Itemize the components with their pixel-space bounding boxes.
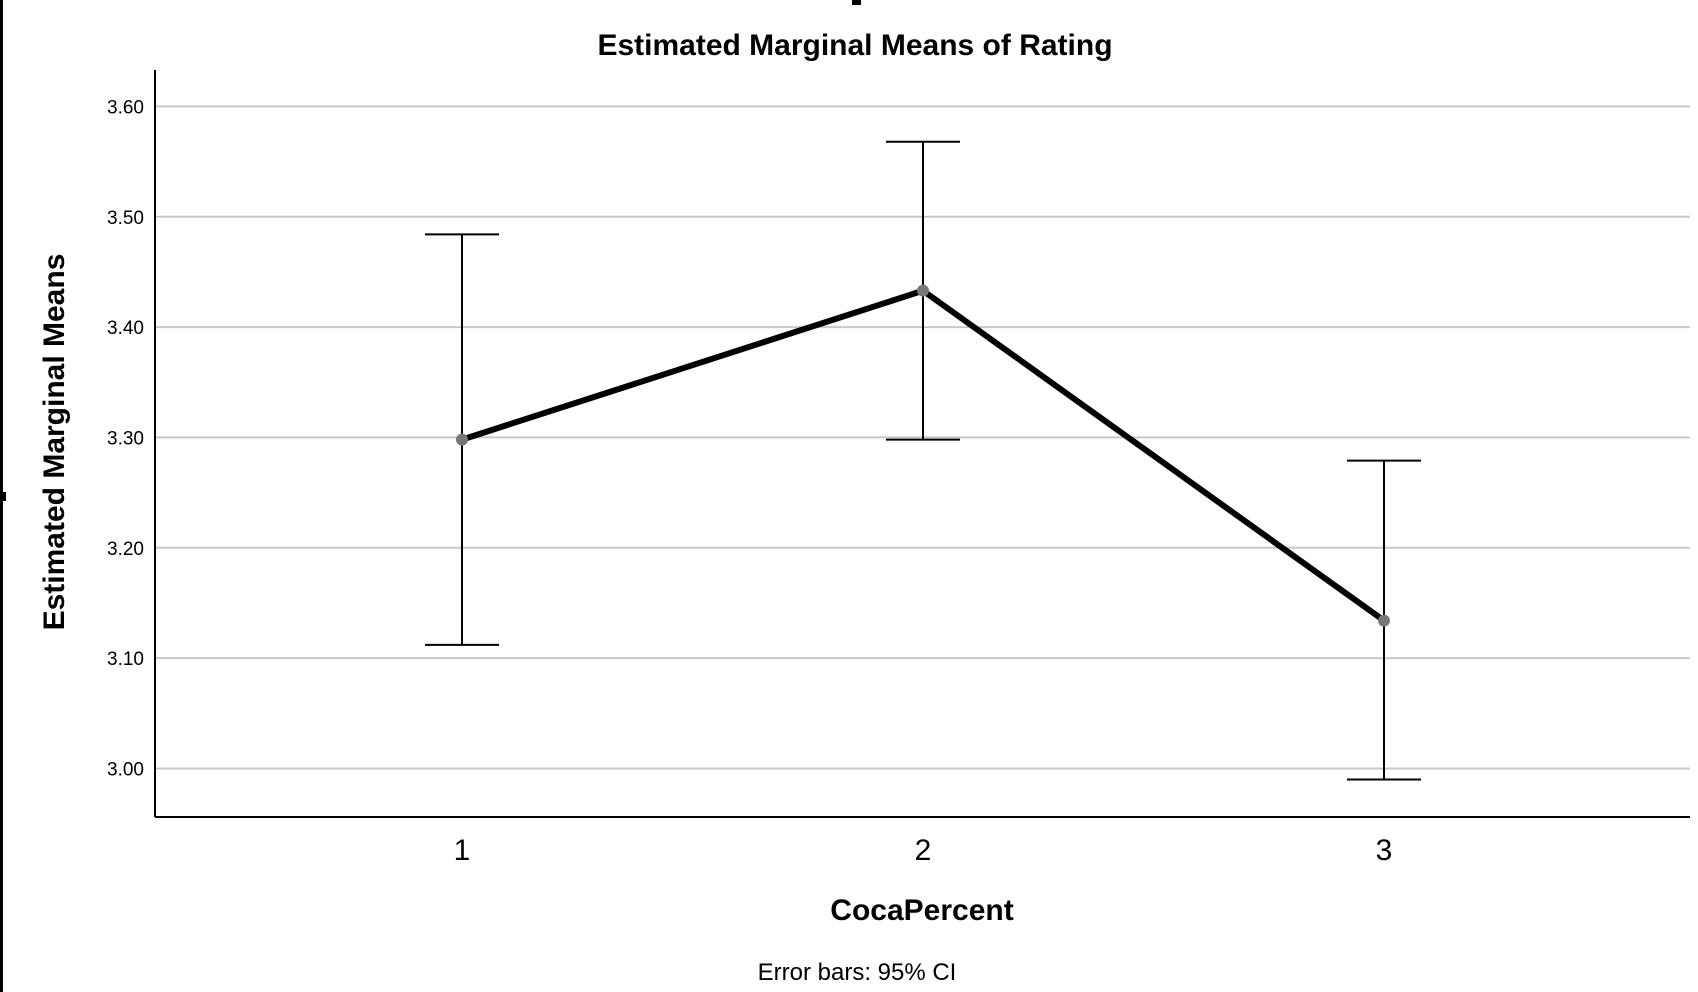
y-tick-label: 3.30 bbox=[107, 428, 144, 449]
y-tick-label: 3.10 bbox=[107, 649, 144, 670]
frame-left-mark bbox=[0, 492, 6, 501]
gridlines bbox=[155, 105, 1690, 770]
data-point bbox=[917, 284, 929, 297]
y-tick-labels: 3.00 3.10 3.20 3.30 3.40 3.50 3.60 bbox=[107, 97, 144, 780]
footnote: Error bars: 95% CI bbox=[758, 959, 957, 986]
y-tick-label: 3.50 bbox=[107, 208, 144, 229]
y-tick-label: 3.60 bbox=[107, 97, 144, 118]
data-point bbox=[456, 433, 468, 446]
data-points bbox=[456, 284, 1390, 627]
y-tick-label: 3.20 bbox=[107, 539, 144, 560]
error-bars bbox=[425, 140, 1421, 781]
x-axis-title: CocaPercent bbox=[830, 894, 1013, 927]
data-point bbox=[1378, 614, 1390, 627]
x-tick-labels: 1 2 3 bbox=[454, 834, 1393, 867]
y-axis-title: Estimated Marginal Means bbox=[38, 254, 71, 631]
y-tick-label: 3.00 bbox=[107, 759, 144, 780]
x-tick-label: 3 bbox=[1376, 834, 1393, 867]
frame-top-mark bbox=[852, 0, 861, 5]
chart-title: Estimated Marginal Means of Rating bbox=[597, 29, 1112, 62]
y-tick-label: 3.40 bbox=[107, 318, 144, 339]
axes bbox=[154, 70, 1690, 818]
x-tick-label: 2 bbox=[915, 834, 932, 867]
x-tick-label: 1 bbox=[454, 834, 471, 867]
